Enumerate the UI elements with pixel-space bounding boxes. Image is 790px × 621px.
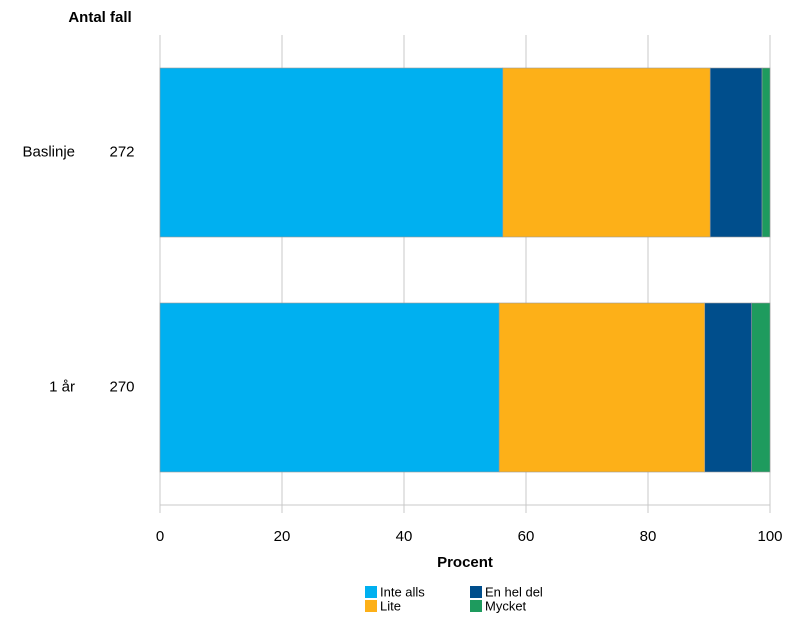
legend-swatch (470, 600, 482, 612)
x-axis-label: Procent (437, 554, 493, 571)
bar-segment (709, 67, 763, 238)
x-tick-label: 0 (156, 528, 164, 545)
legend-label: Inte alls (380, 584, 425, 599)
legend-label: Lite (380, 598, 401, 613)
count-label: 272 (109, 143, 134, 160)
legend-label: Mycket (485, 598, 527, 613)
y-tick-label: Baslinje (22, 143, 75, 160)
legend-swatch (470, 586, 482, 598)
x-tick-label: 20 (274, 528, 291, 545)
x-tick-label: 40 (396, 528, 413, 545)
x-tick-label: 80 (640, 528, 657, 545)
bar-segment (751, 302, 771, 473)
bar-segment (159, 302, 500, 473)
x-tick-label: 100 (757, 528, 782, 545)
x-tick-label: 60 (518, 528, 535, 545)
legend-label: En hel del (485, 584, 543, 599)
bar-segment (159, 67, 504, 238)
y-tick-label: 1 år (49, 378, 75, 395)
count-label: 270 (109, 378, 134, 395)
legend-swatch (365, 586, 377, 598)
legend-swatch (365, 600, 377, 612)
bar-segment (498, 302, 706, 473)
bar-segment (761, 67, 771, 238)
bar-segment (502, 67, 711, 238)
bar-segment (704, 302, 752, 473)
count-header: Antal fall (68, 9, 131, 26)
